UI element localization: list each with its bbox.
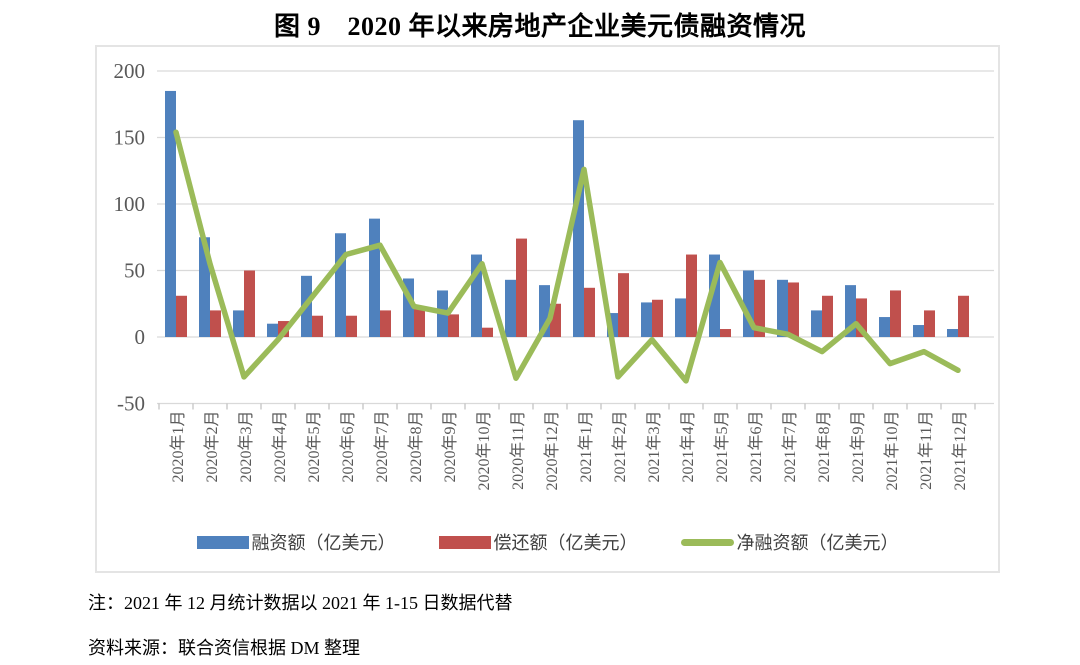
chart-title: 图 9 2020 年以来房地产企业美元债融资情况: [273, 12, 806, 41]
chart-frame: 200 150 100 50 0 -50 2020年1月 2020年2月 2020年3月 2020…: [95, 45, 1000, 573]
chart-legend: 融资额（亿美元） 偿还额（亿美元） 净融资额（亿美元）: [97, 529, 998, 555]
legend-label-financing: 融资额（亿美元）: [251, 533, 396, 553]
svg-text:2020年2月: 2020年2月: [203, 411, 221, 483]
svg-text:2020年4月: 2020年4月: [271, 411, 289, 483]
net-financing-series-swatch: [680, 538, 734, 546]
legend-item-financing: 融资额（亿美元）: [196, 529, 396, 555]
chart-note: 注：2021 年 12 月统计数据以 2021 年 1-15 日数据代替: [88, 593, 513, 613]
svg-text:2021年8月: 2021年8月: [815, 411, 833, 483]
chart-source: 资料来源：联合资信根据 DM 整理: [88, 638, 361, 658]
svg-text:-50: -50: [117, 392, 145, 416]
svg-text:2021年9月: 2021年9月: [849, 411, 867, 483]
svg-text:200: 200: [114, 59, 146, 83]
legend-item-net-financing: 净融资额（亿美元）: [680, 529, 899, 555]
svg-text:2020年10月: 2020年10月: [475, 411, 493, 491]
svg-text:2021年7月: 2021年7月: [781, 411, 799, 483]
svg-text:2020年8月: 2020年8月: [407, 411, 425, 483]
legend-item-repayment: 偿还额（亿美元）: [438, 529, 638, 555]
svg-text:2020年1月: 2020年1月: [169, 411, 187, 483]
svg-text:2021年11月: 2021年11月: [917, 411, 935, 490]
svg-text:100: 100: [114, 192, 146, 216]
svg-text:2021年1月: 2021年1月: [577, 411, 595, 483]
svg-text:2020年5月: 2020年5月: [305, 411, 323, 483]
repayment-series-swatch: [438, 535, 491, 549]
svg-text:2020年9月: 2020年9月: [441, 411, 459, 483]
svg-text:0: 0: [135, 325, 146, 349]
svg-text:50: 50: [124, 259, 145, 283]
legend-label-repayment: 偿还额（亿美元）: [493, 533, 638, 553]
svg-text:2021年10月: 2021年10月: [883, 411, 901, 491]
svg-text:2021年3月: 2021年3月: [645, 411, 663, 483]
svg-text:2021年4月: 2021年4月: [679, 411, 697, 483]
combo-chart: 200 150 100 50 0 -50 2020年1月 2020年2月 2020年3月 2020…: [114, 59, 994, 491]
legend-label-net-financing: 净融资额（亿美元）: [736, 533, 899, 553]
svg-text:2020年6月: 2020年6月: [339, 411, 357, 483]
svg-text:2021年5月: 2021年5月: [713, 411, 731, 483]
svg-text:150: 150: [114, 126, 146, 150]
svg-text:2020年12月: 2020年12月: [543, 411, 561, 491]
svg-text:2021年6月: 2021年6月: [747, 411, 765, 483]
svg-text:2020年3月: 2020年3月: [237, 411, 255, 483]
financing-series-swatch: [196, 535, 249, 549]
svg-text:2020年11月: 2020年11月: [509, 411, 527, 490]
svg-text:2021年12月: 2021年12月: [951, 411, 969, 491]
svg-text:2020年7月: 2020年7月: [373, 411, 391, 483]
svg-text:2021年2月: 2021年2月: [611, 411, 629, 483]
